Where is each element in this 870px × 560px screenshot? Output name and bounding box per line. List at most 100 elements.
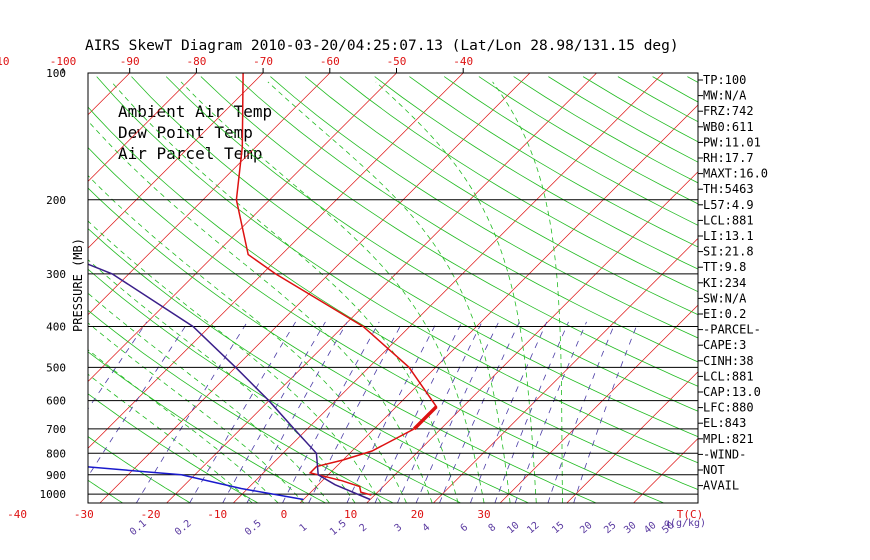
- index-label: LCL:881: [703, 369, 754, 383]
- index-label: -WIND-: [703, 447, 746, 461]
- index-label: WB0:611: [703, 120, 754, 134]
- bottom-temp-tick-label: 20: [411, 508, 424, 521]
- index-label: EL:843: [703, 416, 746, 430]
- mixing-ratio-tick-label: 4: [421, 522, 433, 534]
- mixing-ratio-line: [282, 321, 380, 503]
- index-label: MPL:821: [703, 432, 754, 446]
- plot-frame: [87, 72, 699, 504]
- ambient-temp-inversion-segment: [412, 405, 438, 431]
- mixing-ratio-tick-label: 10: [505, 520, 521, 536]
- dry-adiabat-line: [200, 76, 698, 387]
- mixing-ratio-line: [308, 321, 403, 503]
- moist-adiabat-line: [267, 81, 511, 503]
- mixing-ratio-line: [547, 321, 616, 503]
- moist-adiabat-line: [375, 81, 537, 503]
- dry-adiabat-line: [513, 76, 698, 184]
- bottom-temp-tick-label: -30: [74, 508, 94, 521]
- isotherm-line: [88, 73, 397, 382]
- mixing-ratio-tick-label: 30: [622, 520, 638, 536]
- dry-adiabat-line: [339, 76, 698, 293]
- mixing-ratio-tick-label: 0.2: [173, 518, 194, 538]
- dry-adiabat-line: [88, 393, 259, 503]
- index-label: CAPE:3: [703, 338, 746, 352]
- dry-adiabat-line: [270, 76, 698, 339]
- moist-adiabat-line: [88, 373, 253, 503]
- index-label: SW:N/A: [703, 291, 747, 305]
- dry-adiabat-line: [88, 479, 123, 503]
- pressure-label-300: 300: [46, 268, 66, 281]
- profile-air-parcel-temp: [88, 263, 371, 501]
- index-label: LCL:881: [703, 213, 754, 227]
- dry-adiabat-line: [88, 106, 698, 490]
- index-label: RH:17.7: [703, 151, 754, 165]
- moist-adiabat-line: [492, 81, 563, 503]
- top-temp-tick-label: -40: [453, 55, 473, 68]
- bottom-temp-tick-label: -40: [7, 508, 27, 521]
- dry-adiabat-line: [131, 76, 698, 438]
- dry-adiabat-line: [88, 187, 597, 503]
- index-label: LFC:880: [703, 401, 754, 415]
- isotherm-line: [99, 73, 531, 503]
- pressure-label-100: 100: [46, 67, 66, 80]
- isotherm-line: [433, 237, 698, 503]
- top-temp-tick-label: -80: [186, 55, 206, 68]
- index-label: EI:0.2: [703, 307, 746, 321]
- background-lines: [0, 73, 698, 503]
- pressure-label-200: 200: [46, 194, 66, 207]
- mixing-ratio-tick-label: 6: [459, 522, 471, 534]
- mixing-ratio-tick-label: 2: [358, 522, 370, 534]
- mixing-ratio-tick-label: 3: [393, 522, 405, 534]
- isotherm-line: [166, 73, 597, 503]
- pressure-label-500: 500: [46, 361, 66, 374]
- index-label: -PARCEL-: [703, 323, 761, 337]
- dry-adiabat-line: [88, 147, 664, 503]
- dry-adiabat-line: [652, 76, 698, 103]
- dry-adiabat-line: [96, 76, 698, 464]
- pressure-label-1000: 1000: [40, 488, 67, 501]
- profiles: [88, 73, 438, 501]
- dry-adiabat-line: [165, 76, 698, 412]
- bottom-temp-tick-label: -20: [141, 508, 161, 521]
- top-temp-tick-label: -50: [387, 55, 407, 68]
- dry-adiabat-line: [374, 76, 698, 270]
- mixing-ratio-tick-label: 0.5: [243, 518, 264, 538]
- bottom-temp-tick-label: -10: [207, 508, 227, 521]
- isotherm-line: [88, 73, 331, 316]
- pressure-label-900: 900: [46, 469, 66, 482]
- pressure-label-600: 600: [46, 395, 66, 408]
- dry-adiabat-line: [409, 76, 698, 248]
- mixing-ratio-tick-label: 1.5: [328, 518, 349, 538]
- dry-adiabat-line: [0, 77, 55, 503]
- dry-adiabat-line: [88, 228, 529, 503]
- mixing-ratio-line: [573, 321, 639, 503]
- mixing-ratio-tick-label: 8: [487, 522, 499, 534]
- dry-adiabat-line: [88, 436, 191, 503]
- dry-adiabat-line: [235, 76, 698, 363]
- y-axis-label: PRESSURE (MB): [71, 238, 85, 332]
- mixing-ratio-line: [397, 321, 483, 503]
- mixing-ratio-tick-label: 40: [642, 520, 658, 536]
- top-temp-tick-label: -90: [120, 55, 140, 68]
- moist-adiabat-line: [88, 349, 279, 503]
- chart-title: AIRS SkewT Diagram 2010-03-20/04:25:07.1…: [85, 38, 679, 54]
- isotherm-line: [499, 304, 698, 503]
- index-label: SI:21.8: [703, 245, 754, 259]
- index-label: MW:N/A: [703, 89, 747, 103]
- index-label: TP:100: [703, 73, 746, 87]
- isotherm-line: [299, 104, 698, 503]
- isotherm-line: [88, 73, 264, 249]
- index-label: TT:9.8: [703, 260, 746, 274]
- mixing-ratio-line: [374, 321, 463, 503]
- index-label: TH:5463: [703, 182, 754, 196]
- legend-dew-point-temp: Dew Point Temp: [118, 123, 253, 142]
- index-label: CAP:13.0: [703, 385, 761, 399]
- bottom-temp-tick-label: 30: [477, 508, 490, 521]
- isotherm-line: [88, 73, 464, 449]
- bottom-temp-tick-label: 10: [344, 508, 357, 521]
- mixing-ratio-tick-label: 12: [525, 520, 541, 536]
- index-label: FRZ:742: [703, 104, 754, 118]
- index-label: MAXT:16.0: [703, 167, 768, 181]
- mixing-ratio-tick-label: 20: [578, 520, 594, 536]
